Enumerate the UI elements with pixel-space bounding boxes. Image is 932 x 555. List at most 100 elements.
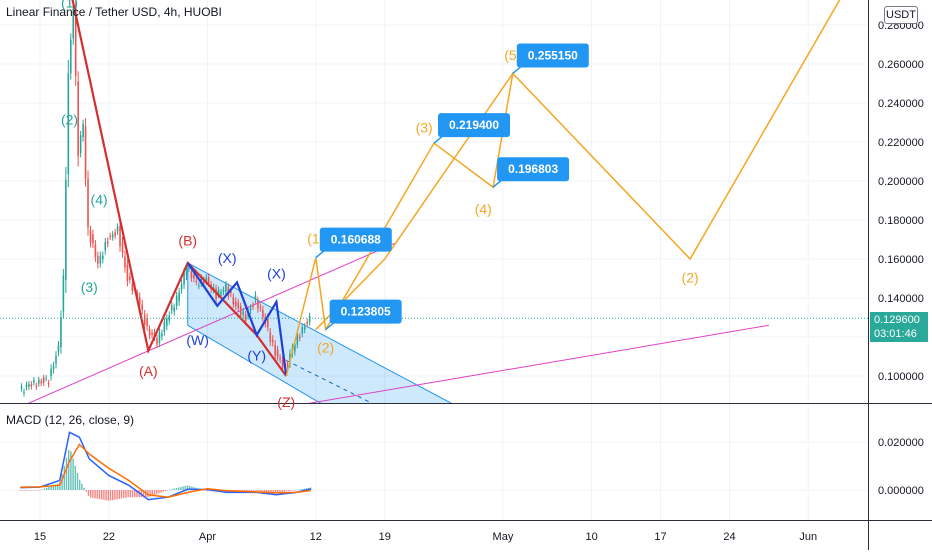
- candle-body: [45, 378, 47, 380]
- candle-body: [276, 349, 279, 358]
- price-callout-box[interactable]: [497, 157, 570, 182]
- candle-body: [193, 274, 195, 279]
- wave-label-orange: (4): [475, 201, 492, 217]
- candle-body: [156, 338, 158, 345]
- candle-body: [158, 331, 161, 344]
- macd-histogram-bar: [50, 486, 52, 490]
- macd-histogram-bar: [107, 490, 109, 501]
- macd-histogram-bar: [288, 490, 290, 492]
- candle-body: [47, 382, 50, 385]
- macd-histogram-bar: [184, 485, 186, 490]
- macd-histogram-bar: [142, 490, 145, 498]
- macd-histogram-bar: [149, 490, 151, 497]
- macd-histogram-bar: [68, 449, 70, 490]
- macd-histogram-bar: [90, 490, 92, 498]
- candle-body: [239, 306, 242, 316]
- macd-histogram-bar: [48, 486, 50, 490]
- macd-histogram-bar: [153, 490, 156, 495]
- candle-body: [207, 276, 210, 284]
- price-axis-label: 0.160000: [878, 254, 924, 266]
- candle-body: [298, 337, 301, 339]
- macd-histogram-bar: [283, 490, 285, 492]
- wxyxz-wave: [186, 262, 288, 377]
- candle-body: [173, 307, 176, 312]
- wave-label-red: (A): [139, 363, 158, 379]
- macd-histogram-bar: [169, 489, 171, 491]
- wave-label-teal: (1): [61, 0, 78, 10]
- macd-histogram-bar: [186, 485, 189, 490]
- macd-histogram-bar: [279, 490, 281, 493]
- candle-body: [249, 308, 252, 311]
- candle-body: [175, 295, 178, 307]
- candle-body: [69, 39, 72, 74]
- macd-histogram-bar: [109, 490, 112, 501]
- macd-histogram-bar: [294, 490, 296, 491]
- macd-histogram-bar: [206, 490, 208, 492]
- macd-title[interactable]: MACD (12, 26, close, 9): [6, 413, 135, 427]
- time-axis-label: Jun: [799, 531, 817, 543]
- candle-body: [163, 321, 166, 332]
- candle-body: [234, 301, 237, 307]
- macd-histogram-bar: [259, 490, 261, 492]
- candle-body: [42, 377, 45, 383]
- candle-body: [237, 302, 240, 308]
- macd-axis-label: 0.000000: [878, 485, 924, 497]
- macd-histogram-bar: [79, 479, 81, 490]
- candle-body: [79, 135, 82, 154]
- price-callout-box[interactable]: [516, 43, 589, 68]
- macd-histogram-bar: [118, 490, 120, 499]
- candle-body: [30, 384, 33, 387]
- candle-body: [294, 344, 296, 352]
- price-callout-box[interactable]: [329, 299, 402, 324]
- macd-histogram-bar: [250, 490, 252, 492]
- time-axis-label: 17: [654, 531, 666, 543]
- macd-histogram-bar: [296, 489, 299, 491]
- macd-histogram-bar: [252, 490, 255, 491]
- candle-body: [242, 311, 244, 315]
- price-callout-box[interactable]: [319, 227, 392, 252]
- price-callout-text: 0.196803: [508, 162, 558, 176]
- candle-body: [266, 318, 269, 328]
- macd-histogram-bar: [43, 488, 46, 490]
- candle-body: [111, 234, 114, 238]
- macd-histogram-bar: [57, 483, 59, 490]
- price-axis-label: 0.200000: [878, 176, 924, 188]
- candle-body: [274, 344, 276, 356]
- macd-histogram-bar: [101, 490, 103, 500]
- macd-histogram-bar: [208, 490, 211, 492]
- candle-body: [99, 255, 102, 264]
- symbol-title[interactable]: Linear Finance / Tether USD, 4h, HUOBI: [6, 5, 222, 19]
- candle-body: [168, 315, 171, 321]
- candle-body: [119, 226, 121, 247]
- candle-body: [87, 178, 89, 228]
- macd-histogram-bar: [112, 490, 114, 501]
- candle-body: [121, 242, 124, 253]
- candle-body: [129, 276, 131, 280]
- macd-histogram-bar: [277, 490, 279, 493]
- candle-body: [252, 305, 254, 307]
- macd-histogram-bar: [281, 490, 283, 493]
- candle-body: [57, 345, 60, 352]
- price-callout-box[interactable]: [438, 113, 510, 138]
- macd-histogram-bar: [171, 489, 173, 490]
- last-price-value: 0.129600: [874, 314, 920, 326]
- macd-histogram-bar: [178, 487, 180, 490]
- macd-histogram-bar: [46, 487, 48, 490]
- currency-button[interactable]: USDT: [884, 6, 918, 24]
- macd-histogram-bar: [83, 487, 85, 490]
- candle-body: [205, 277, 208, 283]
- candle-body: [286, 364, 289, 366]
- candle-body: [254, 295, 257, 300]
- candle-body: [306, 322, 308, 324]
- candle-body: [65, 180, 67, 280]
- macd-histogram-bar: [268, 490, 270, 493]
- candle-body: [40, 381, 43, 384]
- channel-midline: [286, 359, 373, 403]
- macd-histogram-bar: [105, 490, 107, 501]
- macd-histogram-bar: [103, 490, 105, 500]
- candle-body: [257, 300, 259, 309]
- price-axis-label: 0.220000: [878, 137, 924, 149]
- macd-histogram-bar: [92, 490, 94, 498]
